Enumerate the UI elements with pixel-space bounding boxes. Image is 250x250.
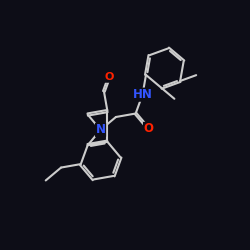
Text: O: O (104, 72, 114, 82)
Text: HN: HN (132, 88, 152, 101)
Text: O: O (144, 122, 154, 136)
Text: N: N (96, 124, 106, 136)
